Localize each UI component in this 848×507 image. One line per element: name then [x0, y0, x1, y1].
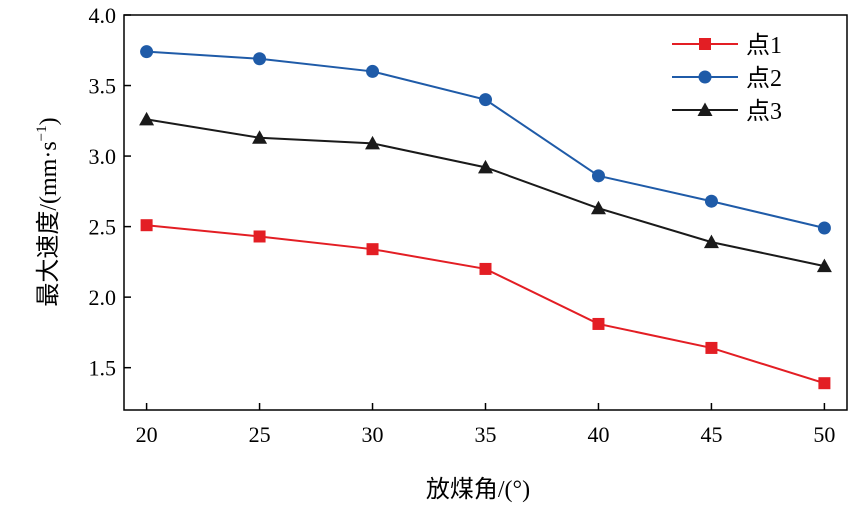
y-axis-title-close: ): [36, 117, 62, 125]
series-1-point: [140, 219, 153, 232]
y-axis-title-main: 最大速度/(mm·s: [35, 141, 62, 306]
legend-marker-3: [697, 102, 713, 116]
series-1: [140, 219, 831, 390]
series-2-line: [146, 50, 825, 229]
series-3-point: [365, 135, 381, 150]
legend: 点1 点2 点3: [672, 32, 782, 125]
x-tick-label: 25: [249, 422, 271, 447]
series-3-point: [590, 200, 606, 215]
y-tick-label: 4.0: [89, 3, 117, 28]
x-tick-label: 45: [700, 422, 722, 447]
series-2-point: [479, 93, 492, 107]
series-1-line: [146, 224, 825, 385]
series-2-point: [817, 221, 831, 235]
x-axis-title: 放煤角/(°): [426, 476, 530, 503]
legend-marker-1: [699, 38, 711, 50]
legend-label-1: 点1: [746, 32, 782, 59]
series-1-point: [253, 230, 266, 243]
series-2-point: [253, 52, 267, 66]
x-tick-label: 35: [475, 422, 497, 447]
y-axis-title: 最大速度/(mm·s−1): [34, 117, 62, 306]
series-2-point: [366, 64, 380, 78]
y-tick-label: 3.0: [89, 144, 117, 169]
x-tick-label: 30: [362, 422, 384, 447]
series-1-point: [479, 262, 492, 275]
series-2-point: [140, 45, 154, 59]
y-tick-label: 3.5: [89, 74, 117, 99]
legend-label-2: 点2: [746, 65, 782, 92]
y-tick-label: 2.5: [89, 215, 117, 240]
y-axis-title-superscript: −1: [34, 125, 50, 141]
y-tick-label: 1.5: [89, 356, 117, 381]
x-tick-label: 20: [136, 422, 158, 447]
series-3: [139, 111, 832, 273]
y-tick-label: 2.0: [89, 285, 117, 310]
series-1-point: [366, 243, 379, 256]
series-3-point: [252, 130, 268, 144]
series-3-point: [703, 234, 719, 249]
series-3-point: [478, 159, 493, 174]
series-1-point: [818, 377, 831, 390]
series-2-point: [591, 169, 605, 183]
legend-marker-2: [698, 70, 712, 84]
series-2: [140, 45, 831, 235]
series-1-point: [705, 341, 718, 354]
series-3-point: [816, 258, 832, 273]
axes: 20 25 30 35 40 45 50 1.5 2.0 2.5 3.0 3.5 4.0: [89, 3, 848, 447]
series-1-point: [592, 317, 605, 330]
plot-frame: [123, 14, 848, 411]
series-3-point: [139, 111, 155, 126]
series-2-point: [704, 194, 718, 208]
x-tick-label: 50: [813, 422, 835, 447]
legend-label-3: 点3: [746, 98, 782, 125]
x-tick-label: 40: [587, 422, 609, 447]
series-3-line: [146, 118, 825, 268]
series-layer: [139, 45, 832, 390]
